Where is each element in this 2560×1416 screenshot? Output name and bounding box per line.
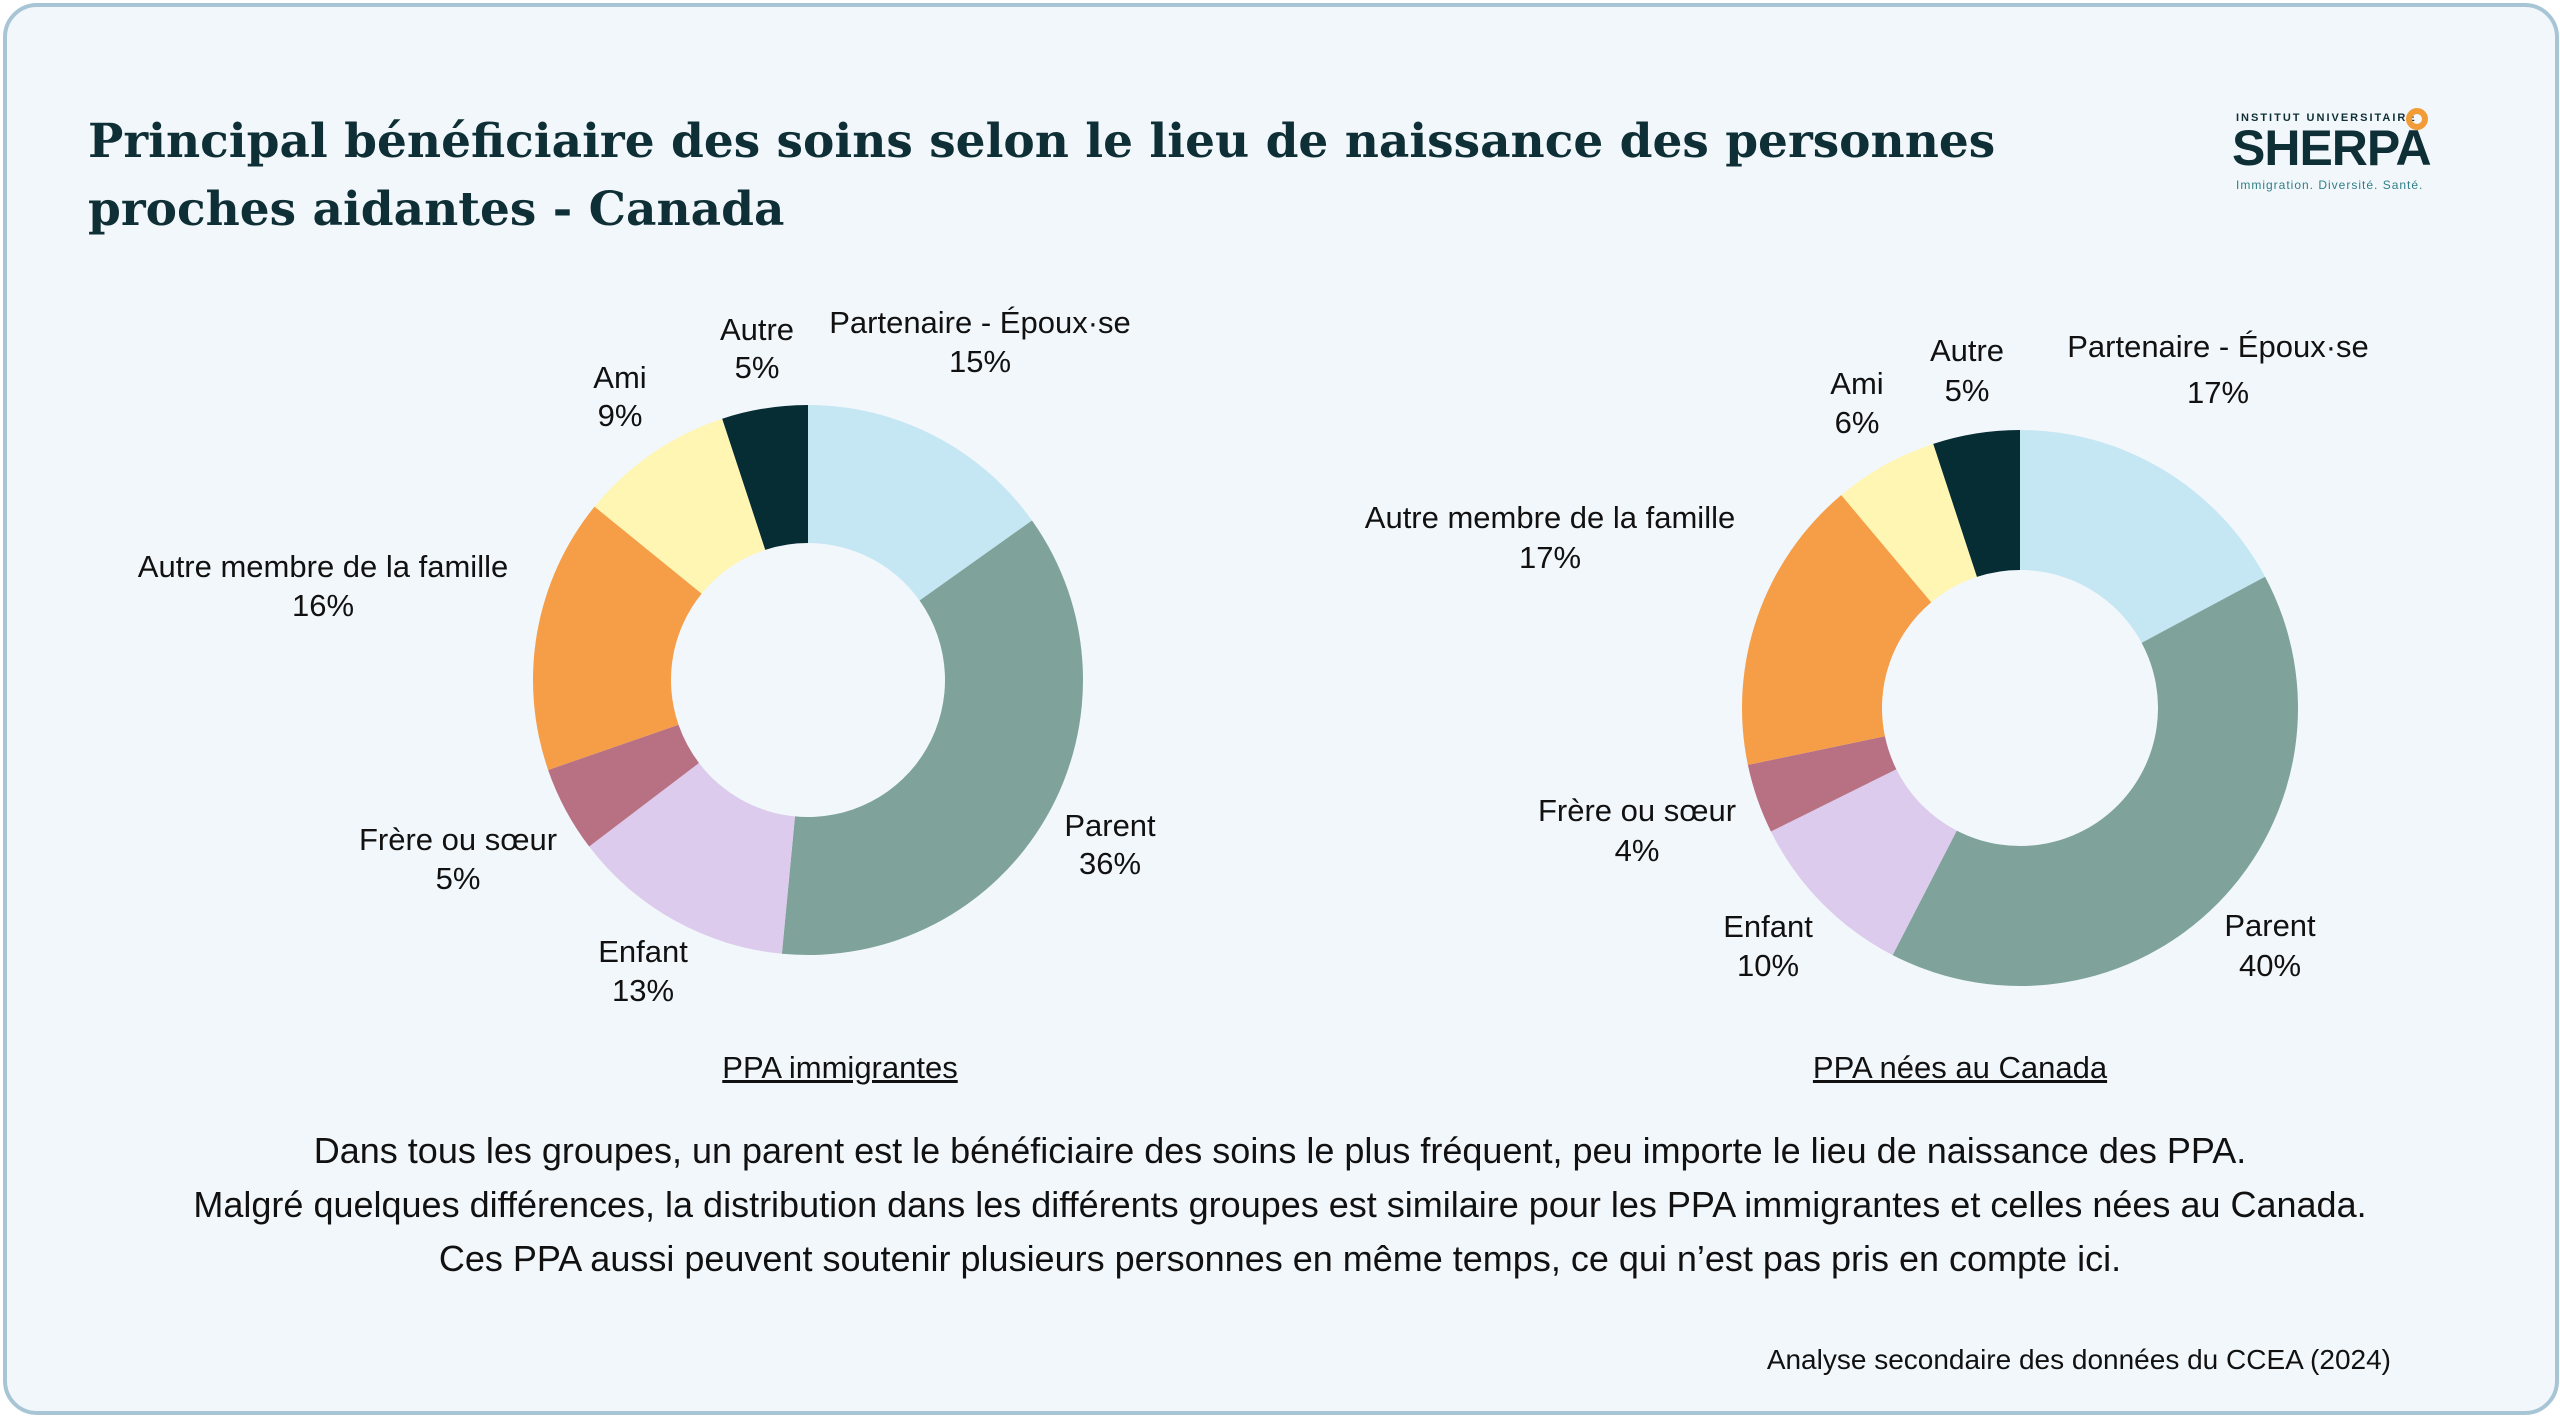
takeaway-line: Dans tous les groupes, un parent est le … (313, 1130, 2247, 1171)
slice-label: Frère ou sœur (359, 822, 557, 857)
slice-value-label: 5% (1945, 373, 1990, 408)
logo-tagline-top: INSTITUT UNIVERSITAIRE (2236, 112, 2417, 124)
slice-ami (1841, 443, 1977, 603)
page-title: Principal bénéficiaire des soins selon l… (88, 114, 1996, 237)
infographic-card (3, 3, 2559, 1415)
slice-label: Partenaire - Époux·se (829, 305, 1131, 340)
slice-autre-membre-de-la-famille (533, 506, 702, 770)
slice-label: Autre membre de la famille (138, 549, 508, 584)
slice-parent (1892, 576, 2298, 987)
slice-value-label: 40% (2239, 948, 2301, 983)
chart-caption-immigrants: PPA immigrantes (722, 1050, 958, 1085)
logo-ring-icon (2406, 108, 2428, 130)
slice-label: Autre (1930, 333, 2004, 368)
slice-value-label: 13% (612, 973, 674, 1008)
slice-partenaire-epoux-se (808, 405, 1033, 601)
chart-caption-canada-born: PPA nées au Canada (1812, 1050, 2108, 1085)
slice-value-label: 6% (1835, 405, 1880, 440)
slice-label: Parent (2224, 908, 2316, 943)
slice-ami (594, 418, 766, 594)
slice-parent (781, 520, 1084, 955)
slice-label: Frère ou sœur (1538, 793, 1736, 828)
slice-label: Ami (593, 360, 646, 395)
slice-enfant (589, 762, 795, 954)
slice-value-label: 4% (1615, 833, 1660, 868)
slice-frere-ou-s-ur (548, 724, 699, 847)
slice-value-label: 10% (1737, 948, 1799, 983)
source-note: Analyse secondaire des données du CCEA (… (1766, 1344, 2391, 1375)
slice-value-label: 5% (436, 861, 481, 896)
slice-value-label: 16% (292, 588, 354, 623)
slice-autre-membre-de-la-famille (1742, 495, 1932, 765)
slice-autre (722, 405, 808, 550)
slice-value-label: 36% (1079, 846, 1141, 881)
slice-label: Ami (1830, 366, 1883, 401)
slice-value-label: 9% (598, 398, 643, 433)
slice-label: Enfant (598, 934, 688, 969)
slice-label: Partenaire - Époux·se (2067, 329, 2369, 364)
slice-label: Parent (1064, 808, 1156, 843)
takeaway-line: Ces PPA aussi peuvent soutenir plusieurs… (438, 1238, 2122, 1279)
slice-value-label: 17% (2187, 375, 2249, 410)
slice-autre (1933, 430, 2020, 577)
slice-label: Autre (720, 312, 794, 347)
slice-partenaire-epoux-se (2020, 430, 2266, 643)
slice-label: Autre membre de la famille (1365, 500, 1735, 535)
slice-label: Enfant (1723, 909, 1813, 944)
slice-value-label: 5% (735, 350, 780, 385)
slice-value-label: 17% (1519, 540, 1581, 575)
sherpa-logo: INSTITUT UNIVERSITAIRE SHERPA Immigratio… (2232, 106, 2448, 192)
logo-wordmark: SHERPA (2232, 120, 2432, 176)
slice-enfant (1770, 769, 1957, 956)
slice-frere-ou-s-ur (1747, 736, 1897, 832)
takeaway-line: Malgré quelques différences, la distribu… (193, 1184, 2367, 1225)
logo-tagline-bottom: Immigration. Diversité. Santé. (2236, 178, 2424, 192)
slice-value-label: 15% (949, 344, 1011, 379)
